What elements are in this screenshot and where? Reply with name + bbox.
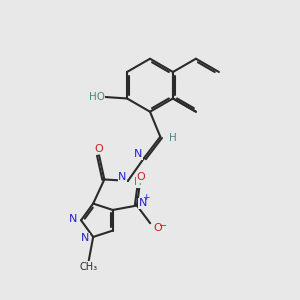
Text: −: − xyxy=(159,221,167,231)
Text: N: N xyxy=(81,233,90,243)
Text: H: H xyxy=(169,133,176,143)
Text: N: N xyxy=(138,198,147,208)
Text: H: H xyxy=(134,177,142,188)
Text: O: O xyxy=(95,144,103,154)
Text: N: N xyxy=(134,149,142,159)
Text: N: N xyxy=(118,172,126,182)
Text: CH₃: CH₃ xyxy=(80,262,98,272)
Text: +: + xyxy=(142,193,149,202)
Text: HO: HO xyxy=(89,92,105,102)
Text: N: N xyxy=(69,214,77,224)
Text: O: O xyxy=(136,172,145,182)
Text: O: O xyxy=(154,223,163,232)
